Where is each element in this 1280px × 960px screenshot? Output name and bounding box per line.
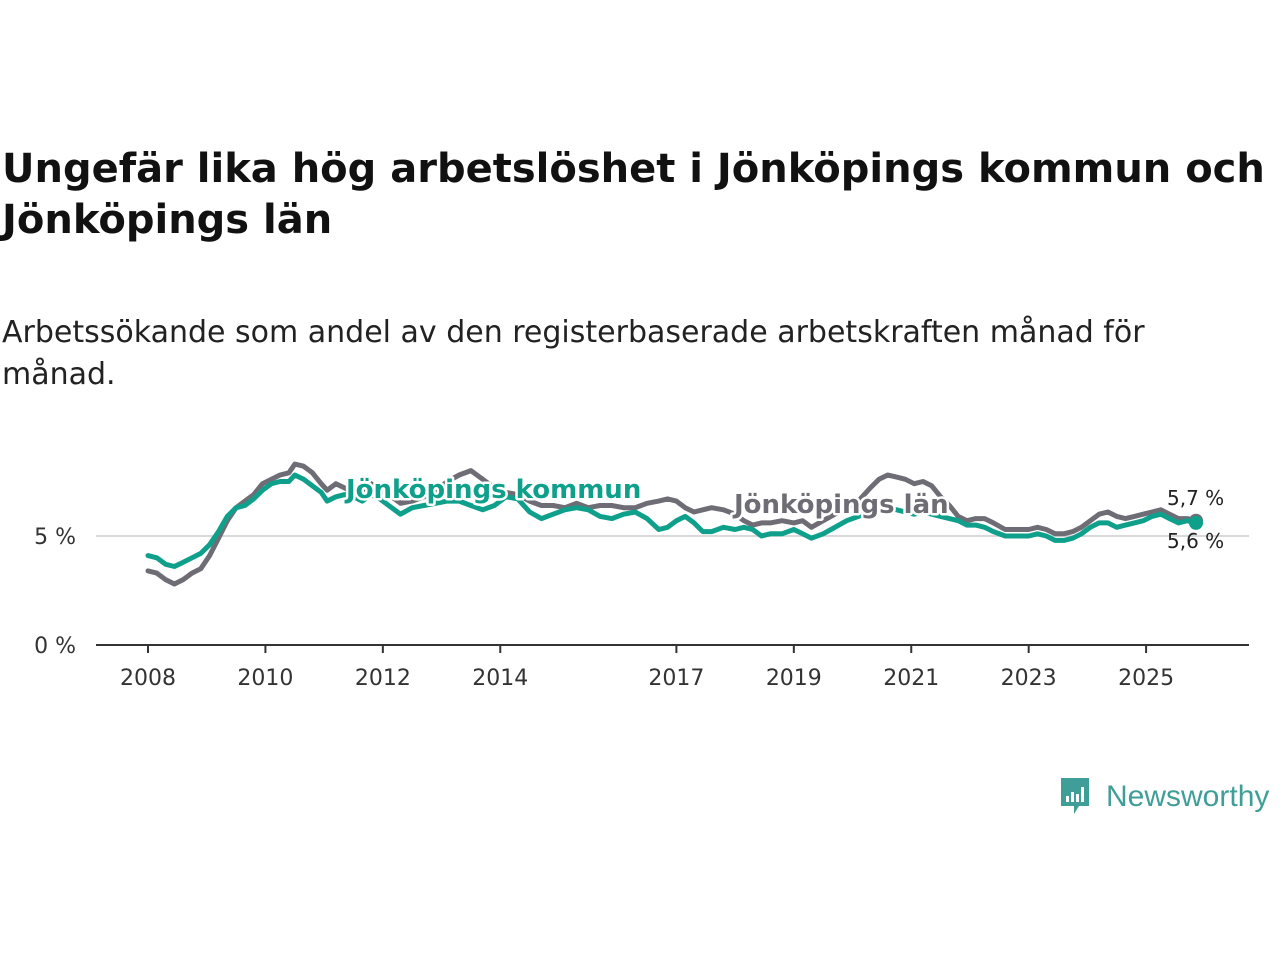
end-label-lan: 5,7 % [1167,486,1224,510]
series-lines [145,461,1203,587]
x-tick-label: 2019 [766,666,822,691]
y-tick-label: 0 % [34,634,76,659]
x-tick-label: 2012 [355,666,411,691]
x-tick-label: 2014 [472,666,528,691]
x-tick-label: 2025 [1118,666,1174,691]
newsworthy-logo-icon [1061,778,1089,814]
chart-title: Ungefär lika hög arbetslöshet i Jönköpin… [2,146,1265,243]
x-tick-label: 2008 [120,666,176,691]
series-label-lan: Jönköpings län [732,490,949,520]
x-tick-label: 2010 [237,666,293,691]
axis-ticks: 0 % 5 % 2008 2010 2012 2014 2017 2019 2021 2023 20… [34,525,1174,691]
series-label-kommun: Jönköpings kommun [344,475,641,505]
end-label-kommun: 5,6 % [1167,529,1224,553]
x-tick-label: 2023 [1001,666,1057,691]
series-line-lan [145,461,1199,587]
series-end-point-kommun [1189,515,1203,530]
x-tick-label: 2017 [648,666,704,691]
series-labels: Jönköpings kommun Jönköpings län 5,7 % 5… [342,473,1225,554]
newsworthy-logo: Newsworthy [1058,774,1269,820]
series-line-kommun [145,472,1199,569]
chart-subtitle: Arbetssökande som andel av den registerb… [2,315,1145,392]
x-tick-label: 2021 [883,666,939,691]
brand-name: Newsworthy [1106,780,1270,813]
y-tick-label: 5 % [34,525,76,550]
